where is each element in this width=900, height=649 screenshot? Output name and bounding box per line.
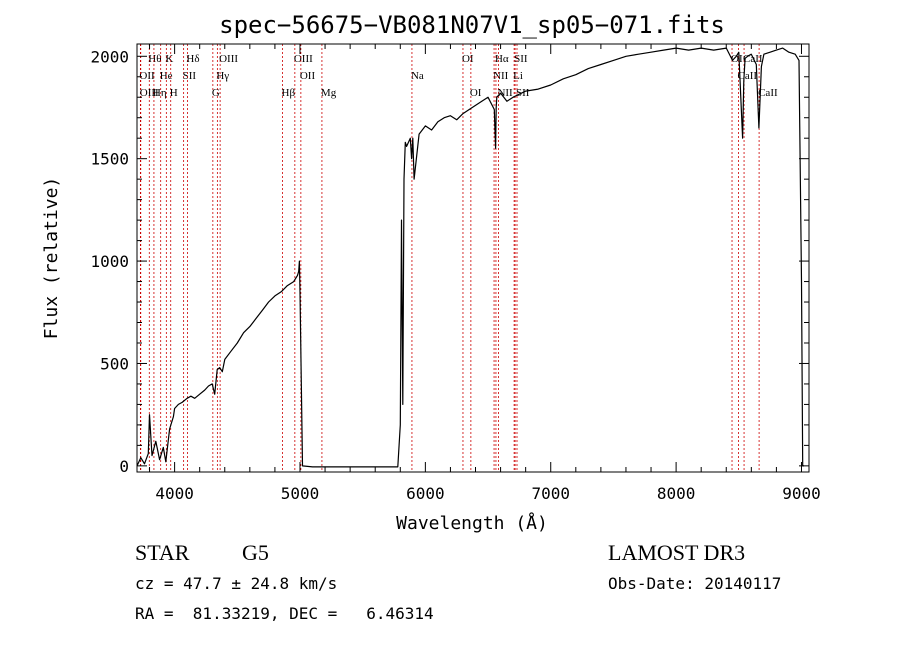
x-tick-label: 8000: [657, 484, 696, 503]
line-marker-label-20: SII: [514, 53, 528, 65]
x-tick-label: 5000: [281, 484, 320, 503]
y-tick-label: 2000: [90, 47, 129, 66]
line-marker-label-9: OIII: [219, 53, 238, 65]
line-marker-label-6: SII: [183, 70, 197, 82]
line-marker-label-28: CaII: [758, 87, 778, 99]
plot-frame: [136, 43, 810, 473]
line-marker-label-18: OI: [470, 87, 482, 99]
line-marker-label-16: Na: [411, 70, 424, 82]
line-marker-label-14: Hβ: [282, 87, 296, 99]
object-subclass: G5: [242, 540, 269, 565]
x-tick-label: 7000: [531, 484, 570, 503]
line-marker-label-22: Li: [513, 70, 523, 82]
y-tick-label: 1500: [90, 150, 129, 169]
line-marker-label-12: OIII: [294, 53, 313, 65]
line-marker-label-21: NII: [493, 70, 509, 82]
y-tick-label: 1000: [90, 252, 129, 271]
y-axis-label: Flux (relative): [41, 177, 62, 340]
y-tick-label: 500: [100, 354, 129, 373]
observation-date: Obs-Date: 20140117: [608, 574, 782, 593]
line-marker-label-11: G: [212, 87, 220, 99]
line-marker-label-1: OII: [139, 70, 155, 82]
line-marker-label-5: K: [165, 53, 173, 65]
object-class: STAR: [135, 540, 190, 565]
line-marker-label-27: CaII: [738, 70, 758, 82]
x-axis: 4000 5000 6000 7000 8000 9000: [149, 44, 821, 503]
x-tick-label: 6000: [406, 484, 445, 503]
line-marker-label-4: Hη: [153, 87, 167, 99]
line-marker-label-0: Hθ: [148, 53, 161, 65]
series-line-flux: [136, 47, 804, 468]
line-marker-label-23: NII: [497, 87, 513, 99]
redshift-readout: cz = 47.7 ± 24.8 km/s: [135, 574, 338, 593]
x-tick-label: 9000: [782, 484, 821, 503]
line-marker-label-8: Hδ: [186, 53, 199, 65]
survey-name: LAMOST DR3: [608, 540, 746, 565]
x-axis-label: Wavelength (Å): [396, 512, 548, 534]
line-marker-label-17: OI: [462, 53, 474, 65]
chart-title: spec−56675−VB081N07V1_sp05−071.fits: [219, 11, 725, 39]
y-tick-label: 0: [119, 457, 129, 476]
y-axis: 0 500 1000 1500 2000: [90, 47, 809, 476]
line-marker-label-7: H: [170, 87, 178, 99]
line-marker-label-26: OI: [731, 53, 743, 65]
x-tick-label: 4000: [155, 484, 194, 503]
coordinates-readout: RA = 81.33219, DEC = 6.46314: [135, 604, 434, 623]
line-marker-label-15: Mg: [321, 87, 337, 99]
line-marker-label-10: Hγ: [216, 70, 229, 82]
line-marker-label-19: Hα: [495, 53, 509, 65]
line-marker-label-13: OII: [300, 70, 316, 82]
